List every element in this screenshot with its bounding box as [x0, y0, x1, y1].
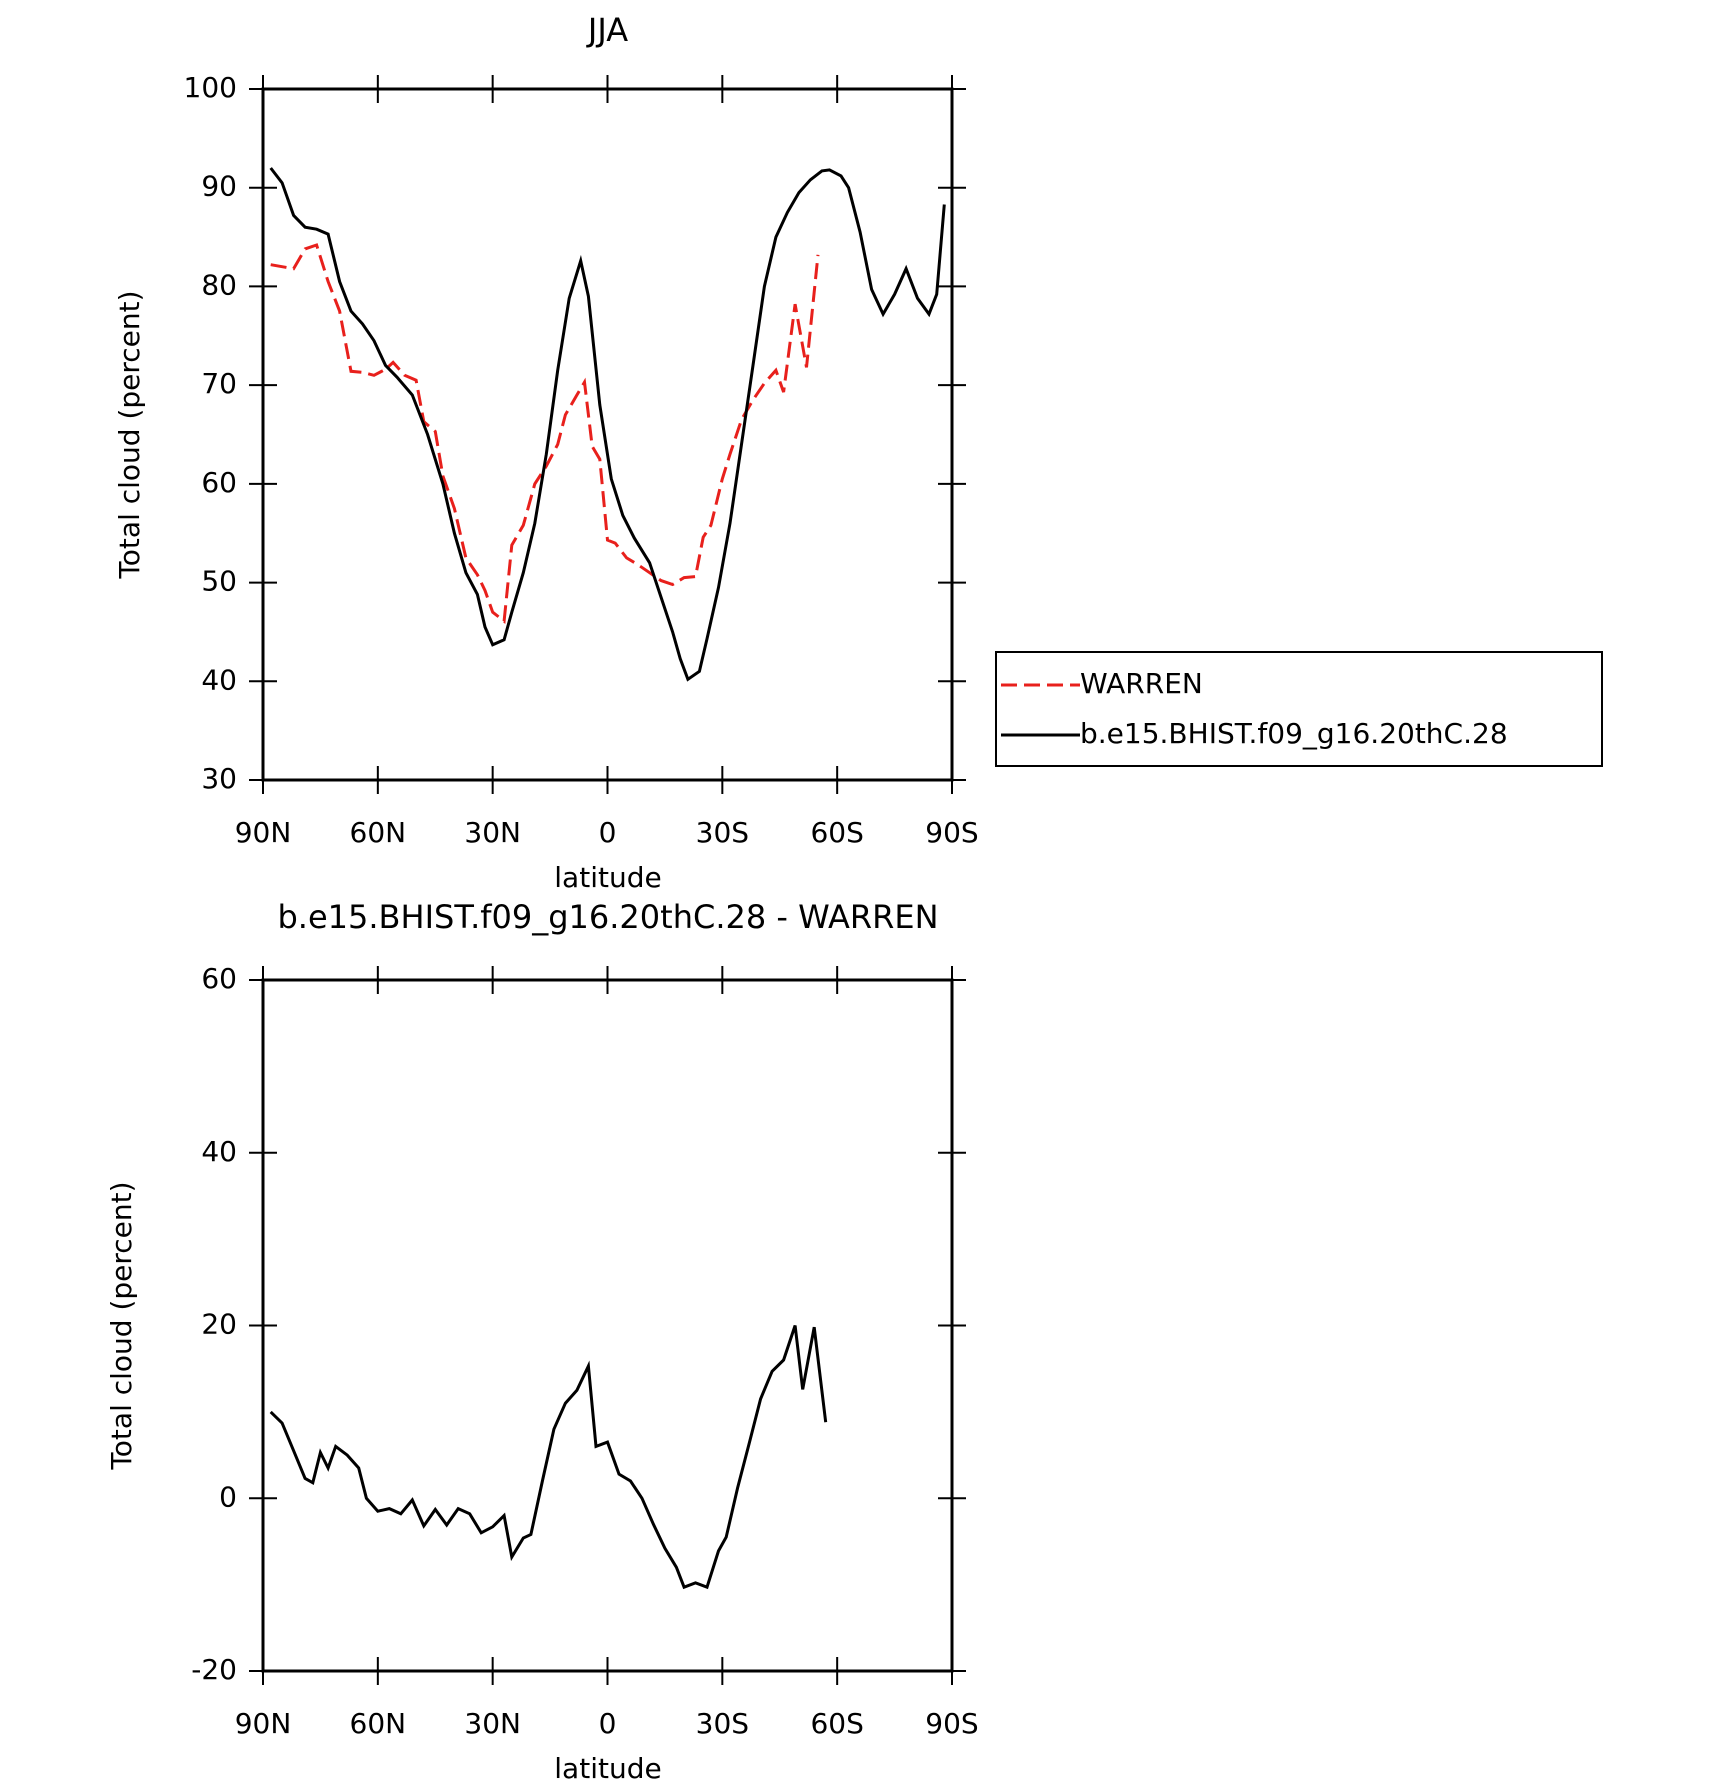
data-line	[269, 167, 946, 682]
y-tick-label: 40	[201, 1135, 237, 1168]
y-axis-label: Total cloud (percent)	[113, 290, 146, 579]
y-tick-label: 20	[201, 1308, 237, 1341]
y-tick-label: 80	[201, 268, 237, 301]
x-tick-label: 30N	[464, 1707, 521, 1740]
x-tick-label: 0	[599, 1707, 617, 1740]
x-tick-label: 60N	[350, 1707, 407, 1740]
y-tick-label: 60	[201, 962, 237, 995]
legend-label: b.e15.BHIST.f09_g16.20thC.28	[1080, 717, 1508, 750]
chart-title: b.e15.BHIST.f09_g16.20thC.28 - WARREN	[277, 898, 938, 936]
y-tick-label: 40	[201, 663, 237, 696]
y-tick-label: 0	[219, 1480, 237, 1513]
y-tick-label: 100	[184, 71, 237, 104]
x-tick-label: 60S	[810, 1707, 863, 1740]
y-tick-label: 50	[201, 565, 237, 598]
data-line	[269, 1325, 828, 1590]
x-tick-label: 60S	[810, 816, 863, 849]
x-axis-label: latitude	[554, 861, 661, 894]
y-tick-label: 60	[201, 466, 237, 499]
x-axis-label: latitude	[554, 1752, 661, 1785]
y-tick-label: 30	[201, 762, 237, 795]
y-tick-label: 90	[201, 170, 237, 203]
x-tick-label: 30N	[464, 816, 521, 849]
data-line	[270, 243, 820, 624]
x-tick-label: 30S	[696, 816, 749, 849]
legend-label: WARREN	[1080, 667, 1203, 700]
legend-box	[995, 651, 1603, 767]
y-tick-label: 70	[201, 367, 237, 400]
x-tick-label: 90N	[235, 1707, 292, 1740]
plot-frame	[261, 978, 954, 1673]
x-tick-label: 90S	[925, 816, 978, 849]
y-axis-label: Total cloud (percent)	[105, 1181, 138, 1470]
chart-title: JJA	[586, 11, 628, 49]
x-tick-label: 90S	[925, 1707, 978, 1740]
x-tick-label: 30S	[696, 1707, 749, 1740]
x-tick-label: 60N	[350, 816, 407, 849]
x-tick-label: 0	[599, 816, 617, 849]
y-tick-label: -20	[191, 1653, 237, 1686]
x-tick-label: 90N	[235, 816, 292, 849]
